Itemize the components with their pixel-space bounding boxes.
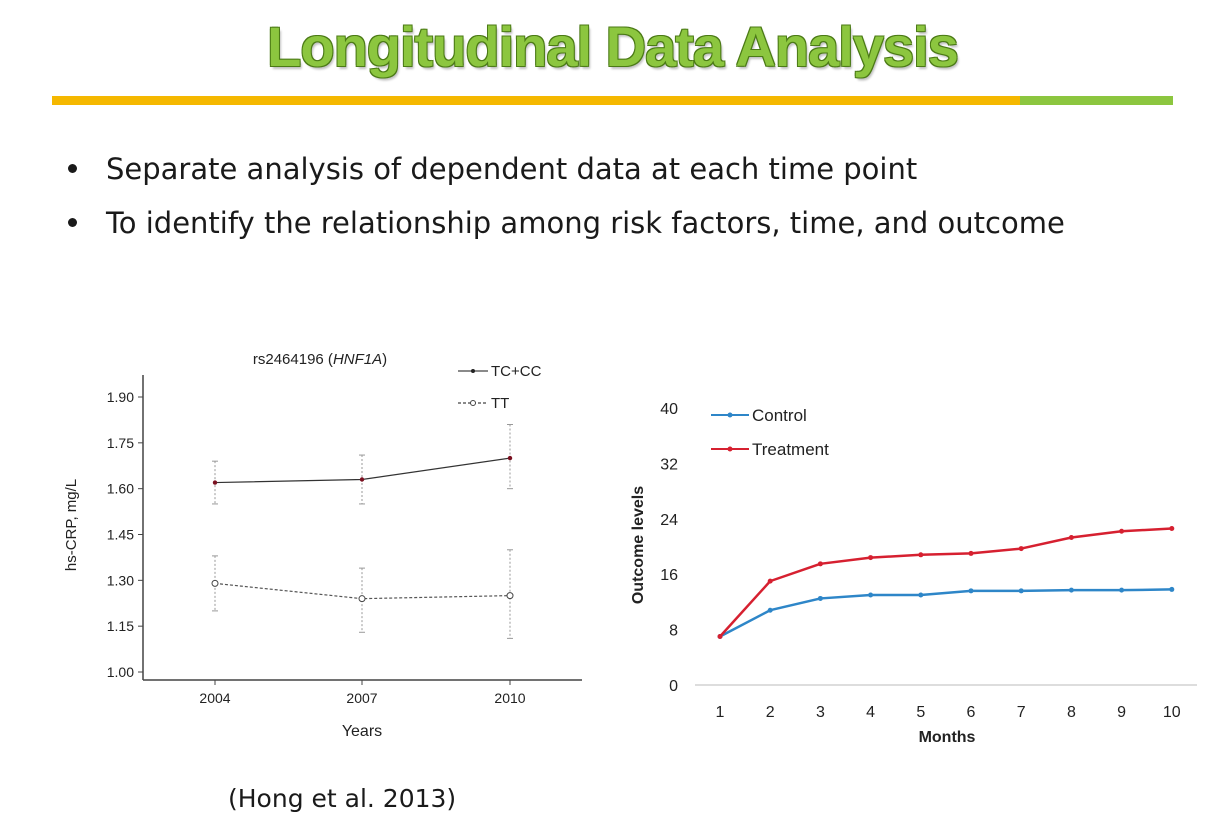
data-point	[918, 592, 924, 598]
series-line-control	[719, 588, 1172, 638]
x-tick-label: 5	[916, 704, 925, 721]
y-tick-label: 1.30	[107, 572, 134, 588]
y-tick-label: 1.00	[107, 664, 134, 680]
x-axis-label: Months	[919, 729, 976, 746]
citation: (Hong et al. 2013)	[228, 784, 457, 813]
y-tick-label: 32	[660, 456, 678, 473]
data-point	[1169, 586, 1175, 592]
legend-marker	[471, 369, 475, 373]
y-tick-label: 16	[660, 567, 678, 584]
data-point	[717, 634, 723, 640]
y-tick-label: 1.15	[107, 618, 134, 634]
x-tick-label: 2010	[494, 690, 525, 706]
legend-marker	[727, 446, 733, 452]
outcome-chart: Outcome levels Months 0 8 16 24 32 40 1 2 3 4 5 6 7 8…	[630, 401, 1197, 746]
data-point	[211, 579, 219, 587]
data-point	[358, 595, 366, 603]
y-tick-label: 1.60	[107, 481, 134, 497]
legend: TC+CC TT	[458, 363, 542, 412]
plot-area	[211, 424, 514, 639]
data-point	[868, 555, 874, 561]
data-point	[1018, 588, 1024, 594]
chart-title: rs2464196 (HNF1A)	[253, 351, 387, 368]
data-point	[1119, 587, 1125, 593]
x-tick-label: 2007	[346, 690, 377, 706]
y-tick-label: 0	[669, 678, 678, 695]
bullet-dot-icon	[68, 164, 77, 173]
x-tick-label: 2	[766, 704, 775, 721]
data-point	[1068, 587, 1074, 593]
data-point	[1169, 525, 1175, 531]
bullet-list: Separate analysis of dependent data at e…	[66, 142, 1065, 250]
legend-label: Control	[752, 406, 807, 425]
plot-area	[717, 525, 1175, 640]
legend-label: TC+CC	[491, 363, 542, 380]
x-tick-label: 9	[1117, 704, 1126, 721]
data-point	[968, 588, 974, 594]
y-axis-label: Outcome levels	[630, 486, 647, 604]
legend: Control Treatment	[711, 406, 829, 459]
bullet-text: To identify the relationship among risk …	[106, 206, 1065, 240]
data-point	[507, 455, 513, 461]
legend-marker	[727, 412, 733, 418]
data-point	[1068, 534, 1074, 540]
data-point	[359, 477, 365, 482]
x-tick-label: 10	[1163, 704, 1181, 721]
title-underline-orange	[52, 96, 1020, 105]
slide-title: Longitudinal Data Analysis	[267, 15, 959, 78]
data-point	[1018, 546, 1024, 552]
x-tick-label: 4	[866, 704, 875, 721]
series-line-treatment	[719, 527, 1172, 638]
y-tick-label: 1.90	[107, 389, 134, 405]
data-point	[817, 595, 823, 601]
bullet-text: Separate analysis of dependent data at e…	[106, 152, 918, 186]
y-axis-label: hs-CRP, mg/L	[63, 479, 80, 571]
data-point	[212, 480, 218, 485]
axes: 0 8 16 24 32 40 1 2 3 4 5 6 7 8 9 10	[660, 401, 1197, 721]
data-point	[968, 550, 974, 556]
x-tick-label: 2004	[199, 690, 230, 706]
data-point	[868, 592, 874, 598]
y-tick-label: 40	[660, 401, 678, 418]
legend-marker	[470, 400, 476, 406]
data-point	[767, 607, 773, 613]
bullet-item: To identify the relationship among risk …	[66, 196, 1065, 250]
y-tick-label: 1.75	[107, 435, 134, 451]
legend-label: TT	[491, 395, 509, 412]
x-tick-label: 3	[816, 704, 825, 721]
data-point	[767, 578, 773, 584]
data-point	[1119, 528, 1125, 534]
x-tick-label: 7	[1017, 704, 1026, 721]
legend-label: Treatment	[752, 440, 829, 459]
data-point	[817, 561, 823, 567]
y-tick-label: 8	[669, 623, 678, 640]
axes: 1.90 1.75 1.60 1.45 1.30 1.15 1.00 2004 2007 2010	[107, 375, 582, 706]
bullet-item: Separate analysis of dependent data at e…	[66, 142, 1065, 196]
x-axis-label: Years	[342, 723, 382, 740]
data-point	[506, 592, 514, 600]
bullet-dot-icon	[68, 218, 77, 227]
x-tick-label: 1	[716, 704, 725, 721]
y-tick-label: 24	[660, 512, 678, 529]
hscrp-chart: rs2464196 (HNF1A) hs-CRP, mg/L Years 1.9…	[63, 351, 582, 740]
y-tick-label: 1.45	[107, 527, 134, 543]
data-point	[918, 552, 924, 558]
title-underline-green	[1020, 96, 1173, 105]
x-tick-label: 6	[967, 704, 976, 721]
x-tick-label: 8	[1067, 704, 1076, 721]
